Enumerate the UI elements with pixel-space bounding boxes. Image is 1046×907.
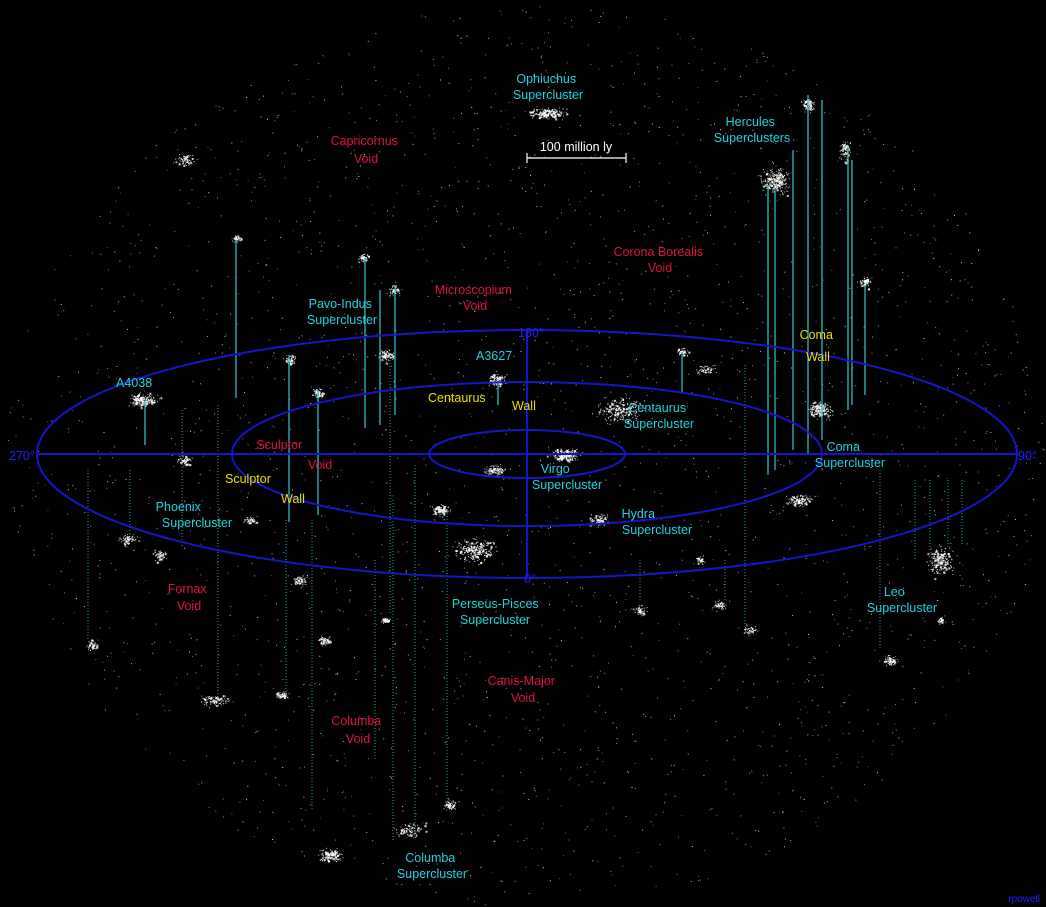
perseus-pisces-supercluster-label: Perseus-Pisces Supercluster (452, 597, 542, 627)
ophiuchus-supercluster-label: Ophiuchus Supercluster (513, 72, 583, 102)
canis-major-void-label: Canis-Major Void (488, 674, 559, 705)
sculptor-void-label: Sculptor Void (256, 438, 332, 472)
hercules-superclusters-label: Hercules Superclusters (714, 115, 790, 145)
columba-supercluster-label: Columba Supercluster (397, 851, 467, 881)
galactic-plane-grid (36, 329, 1018, 579)
axis-label-180: 180° (518, 326, 544, 340)
capricornus-void-label: Capricornus Void (331, 134, 402, 166)
a3627-cluster-label: A3627 (476, 349, 512, 363)
scale-bar-label: 100 million ly (540, 140, 613, 154)
pavo-indus-supercluster-label: Pavo-Indus Supercluster (307, 297, 377, 327)
phoenix-supercluster-label: Phoenix Supercluster (156, 500, 232, 530)
axis-label-270: 270° (9, 449, 35, 463)
sculptor-wall-label: Sculptor Wall (225, 472, 305, 506)
coma-wall-label: Coma Wall (800, 328, 837, 364)
hydra-supercluster-label: Hydra Supercluster (622, 507, 693, 537)
centaurus-supercluster-label: Centaurus Supercluster (624, 401, 694, 431)
fornax-void-label: Fornax Void (168, 582, 210, 613)
drop-lines (87, 95, 963, 840)
axis-label-90: 90° (1018, 449, 1037, 463)
microscopium-void-label: Microscopium Void (435, 283, 516, 313)
scale-bar (526, 153, 627, 163)
credit-label: rpowell (1008, 894, 1040, 905)
virgo-supercluster-label: Virgo Supercluster (532, 462, 602, 492)
leo-supercluster-label: Leo Supercluster (867, 585, 937, 615)
centaurus-wall-label: Centaurus Wall (428, 391, 536, 413)
coma-supercluster-label: Coma Supercluster (815, 440, 885, 470)
columba-void-label: Columba Void (331, 714, 385, 746)
corona-borealis-void-label: Corona Borealis Void (613, 245, 706, 275)
a4038-cluster-label: A4038 (116, 376, 152, 390)
axis-label-0: 0° (524, 572, 536, 586)
